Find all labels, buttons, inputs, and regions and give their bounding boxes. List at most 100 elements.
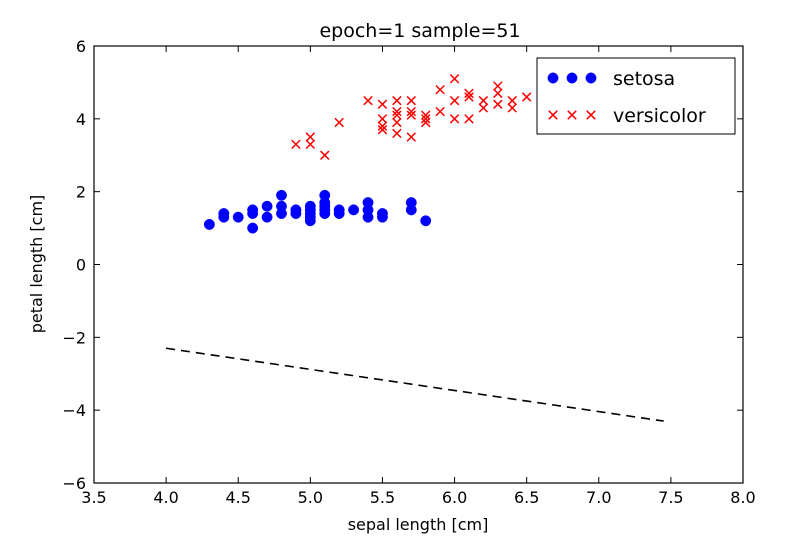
versicolor-point [507, 95, 517, 106]
x-marker-stroke [478, 103, 489, 113]
legend: setosa versicolor [536, 57, 736, 135]
chart-title: epoch=1 sample=51 [319, 20, 520, 42]
setosa-point [319, 189, 331, 201]
x-tick-label: 4.5 [225, 488, 250, 507]
versicolor-point [406, 95, 417, 106]
y-tick-label: 2 [76, 183, 86, 202]
y-tick-label: 0 [76, 256, 86, 275]
versicolor-point [305, 132, 316, 142]
setosa-point [304, 200, 316, 212]
x-marker-stroke [548, 110, 558, 120]
x-tick-label: 7.0 [586, 488, 611, 507]
series-setosa [203, 189, 432, 234]
y-tick-label: 6 [76, 37, 86, 56]
setosa-point [203, 218, 215, 230]
versicolor-point [420, 117, 431, 128]
legend-marker-versicolor [548, 110, 558, 120]
x-marker-stroke [449, 114, 460, 124]
setosa-point [276, 200, 287, 212]
setosa-point [276, 189, 287, 201]
versicolor-point [493, 99, 503, 109]
versicolor-point [435, 106, 445, 117]
versicolor-point [449, 114, 460, 124]
x-marker-stroke [435, 106, 445, 117]
x-axis-label: sepal length [cm] [348, 515, 489, 534]
versicolor-point [464, 88, 474, 99]
setosa-point [218, 208, 230, 219]
versicolor-point [449, 74, 460, 84]
setosa-point [261, 200, 273, 212]
x-marker-stroke [420, 110, 431, 120]
setosa-point [232, 211, 244, 223]
x-marker-stroke [377, 125, 388, 135]
versicolor-point [478, 95, 489, 106]
versicolor-point [478, 103, 489, 113]
x-axis: 3.5 4.0 4.5 5.0 5.5 6.0 6.5 7.0 7.5 8.0 [81, 46, 756, 507]
versicolor-point [392, 110, 402, 120]
setosa-point [333, 204, 345, 216]
x-marker-stroke [464, 92, 474, 102]
x-marker-stroke [449, 74, 460, 84]
legend-marker-setosa [566, 72, 578, 84]
x-tick-label: 6.0 [442, 488, 467, 507]
x-marker-stroke [449, 95, 460, 106]
x-marker-stroke [507, 95, 517, 106]
versicolor-point [320, 150, 330, 160]
x-marker-stroke [392, 128, 402, 139]
x-marker-stroke [377, 99, 388, 109]
y-tick-label: −2 [62, 328, 86, 347]
x-marker-stroke [377, 114, 388, 124]
setosa-point [420, 215, 432, 227]
versicolor-point [420, 114, 431, 124]
x-marker-stroke [363, 95, 373, 106]
versicolor-point [377, 99, 388, 109]
x-marker-stroke [406, 106, 417, 117]
x-marker-stroke [392, 117, 402, 128]
x-marker-stroke [406, 95, 417, 106]
setosa-point [376, 208, 388, 219]
setosa-point [348, 204, 360, 216]
versicolor-point [377, 121, 388, 131]
setosa-point [261, 211, 273, 223]
y-axis: −6 −4 −2 0 2 4 6 [62, 37, 743, 493]
legend-marker-setosa [547, 72, 559, 84]
x-tick-label: 5.0 [298, 488, 323, 507]
versicolor-point [435, 84, 445, 95]
x-tick-label: 6.5 [514, 488, 539, 507]
setosa-point [247, 204, 259, 216]
x-marker-stroke [406, 132, 417, 142]
setosa-point [247, 222, 259, 234]
versicolor-point [392, 106, 402, 117]
legend-label-versicolor: versicolor [613, 105, 706, 127]
x-marker-stroke [493, 81, 503, 91]
versicolor-point [392, 95, 402, 106]
versicolor-point [291, 139, 301, 150]
versicolor-point [406, 132, 417, 142]
x-marker-stroke [377, 121, 388, 131]
x-marker-stroke [586, 110, 596, 120]
x-marker-stroke [464, 88, 474, 99]
x-marker-stroke [567, 110, 577, 120]
versicolor-point [406, 106, 417, 117]
x-marker-stroke [478, 95, 489, 106]
y-tick-label: 4 [76, 110, 86, 129]
versicolor-point [507, 103, 517, 113]
versicolor-point [392, 128, 402, 139]
setosa-point [405, 197, 417, 209]
versicolor-point [464, 92, 474, 102]
x-marker-stroke [320, 150, 330, 160]
x-marker-stroke [521, 92, 532, 102]
x-tick-label: 4.0 [153, 488, 178, 507]
x-marker-stroke [392, 106, 402, 117]
x-tick-label: 3.5 [81, 488, 106, 507]
x-marker-stroke [392, 95, 402, 106]
x-marker-stroke [406, 110, 417, 120]
versicolor-point [406, 110, 417, 120]
versicolor-point [493, 88, 503, 99]
x-marker-stroke [291, 139, 301, 150]
x-marker-stroke [493, 99, 503, 109]
versicolor-point [449, 95, 460, 106]
x-tick-label: 5.5 [370, 488, 395, 507]
versicolor-point [493, 81, 503, 91]
